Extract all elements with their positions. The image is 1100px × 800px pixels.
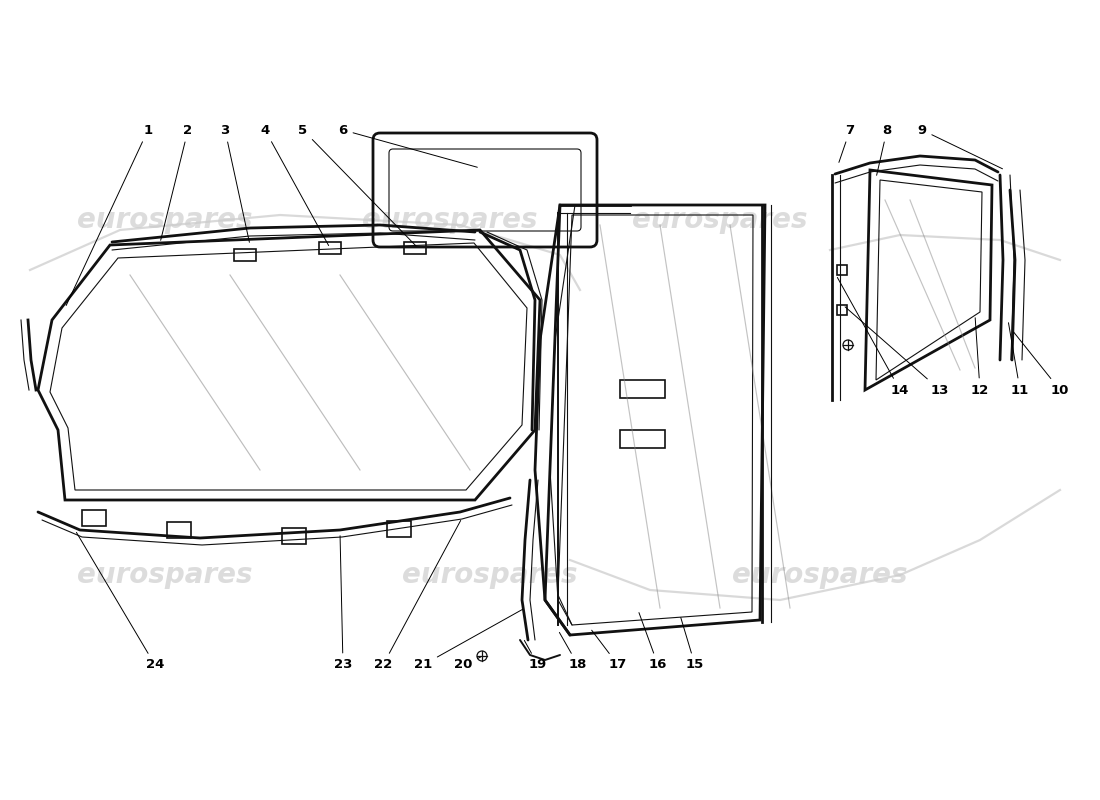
- Text: 3: 3: [220, 123, 250, 242]
- Text: 23: 23: [333, 536, 352, 671]
- Text: 22: 22: [374, 521, 461, 671]
- Bar: [837, 305, 847, 315]
- Text: 6: 6: [339, 123, 477, 167]
- Bar: [404, 242, 426, 254]
- Text: 11: 11: [1009, 322, 1030, 397]
- Text: 8: 8: [877, 123, 892, 175]
- Text: eurospares: eurospares: [362, 206, 538, 234]
- Text: 7: 7: [839, 123, 855, 162]
- Bar: [620, 380, 666, 398]
- Text: 14: 14: [837, 278, 910, 397]
- Text: 20: 20: [454, 657, 481, 671]
- Text: eurospares: eurospares: [77, 206, 253, 234]
- Text: 15: 15: [681, 618, 704, 671]
- Text: eurospares: eurospares: [733, 561, 908, 589]
- Text: 9: 9: [917, 123, 1002, 169]
- Text: 10: 10: [1014, 332, 1069, 397]
- Text: 17: 17: [592, 630, 627, 671]
- Text: 2: 2: [161, 123, 192, 240]
- Bar: [387, 521, 411, 537]
- Text: 16: 16: [639, 613, 668, 671]
- Text: 13: 13: [845, 307, 949, 397]
- Text: 4: 4: [261, 123, 329, 246]
- Bar: [82, 510, 106, 526]
- Text: eurospares: eurospares: [632, 206, 807, 234]
- Bar: [620, 430, 666, 448]
- Text: 18: 18: [560, 633, 587, 671]
- Text: 21: 21: [414, 610, 522, 671]
- Text: 12: 12: [971, 318, 989, 397]
- Text: eurospares: eurospares: [403, 561, 578, 589]
- Bar: [837, 265, 847, 275]
- Text: 24: 24: [76, 532, 164, 671]
- Bar: [282, 528, 306, 544]
- Text: 1: 1: [66, 123, 153, 306]
- Text: eurospares: eurospares: [77, 561, 253, 589]
- Text: 5: 5: [298, 123, 416, 246]
- Bar: [167, 522, 191, 538]
- Bar: [319, 242, 341, 254]
- Bar: [234, 249, 256, 261]
- Text: 19: 19: [525, 641, 547, 671]
